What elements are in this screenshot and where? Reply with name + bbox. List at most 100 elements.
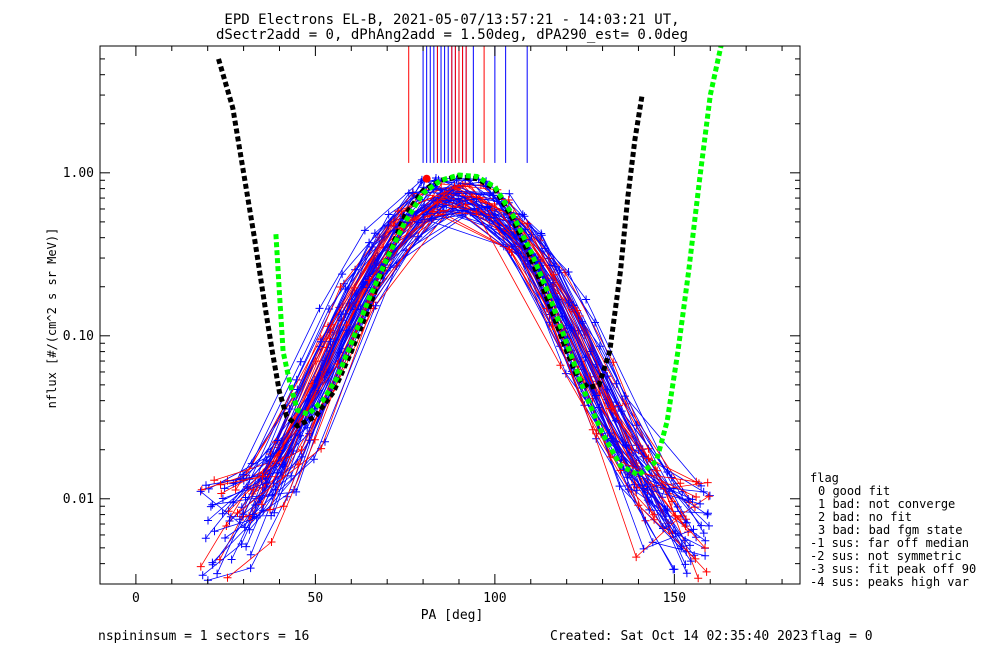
data-point — [220, 484, 229, 493]
data-point — [196, 562, 205, 571]
data-point — [321, 437, 329, 446]
data-point — [606, 452, 615, 461]
sector-trace — [232, 204, 694, 550]
data-point — [360, 226, 369, 235]
x-tick-label: 150 — [663, 591, 686, 606]
data-point — [240, 523, 249, 532]
data-point — [681, 560, 690, 569]
data-point — [703, 478, 712, 487]
data-point — [691, 554, 700, 563]
data-point — [325, 334, 334, 343]
data-point — [578, 319, 587, 328]
data-point — [338, 270, 347, 279]
data-point — [296, 357, 305, 366]
sector-trace — [221, 210, 706, 549]
data-point — [247, 459, 256, 468]
data-point — [249, 485, 258, 494]
data-point — [285, 405, 294, 413]
data-point — [609, 358, 618, 367]
sector-trace — [250, 179, 704, 555]
data-point — [248, 510, 257, 519]
data-point — [591, 318, 599, 327]
y-tick-label: 0.01 — [63, 492, 94, 507]
data-point — [702, 567, 711, 576]
data-point — [677, 542, 686, 551]
data-point — [520, 212, 529, 221]
data-point — [564, 268, 573, 276]
x-tick-label: 50 — [308, 591, 324, 606]
data-point — [676, 479, 685, 488]
data-point — [686, 557, 695, 566]
data-point — [561, 268, 570, 277]
data-point — [342, 321, 351, 329]
data-point — [213, 569, 222, 578]
data-point — [704, 492, 713, 501]
data-point — [588, 425, 597, 434]
data-point — [262, 479, 271, 487]
data-point — [705, 521, 713, 530]
data-point — [694, 574, 703, 583]
data-point — [210, 476, 219, 485]
sector-trace — [227, 182, 689, 533]
data-point — [297, 452, 306, 461]
data-point — [582, 295, 591, 304]
data-point — [523, 219, 532, 228]
data-point — [615, 482, 624, 491]
legend-item: 0 good fit — [818, 484, 890, 498]
sector-trace — [205, 205, 667, 510]
data-point — [603, 385, 612, 394]
data-point — [692, 493, 701, 501]
x-tick-label: 0 — [132, 591, 140, 606]
data-point — [689, 525, 698, 534]
data-point — [703, 510, 712, 519]
data-point — [436, 206, 445, 215]
data-point — [608, 404, 616, 413]
data-point — [202, 481, 210, 490]
axes: 0 50 100 150 0.01 0.10 1.00 — [63, 45, 801, 606]
data-point — [458, 210, 466, 219]
sector-trace — [242, 183, 700, 518]
data-point — [196, 487, 205, 496]
data-point — [499, 242, 508, 251]
legend-item: -1 sus: far off median — [810, 536, 969, 550]
data-point — [644, 454, 653, 463]
data-point — [231, 486, 240, 494]
y-tick-label: 1.00 — [63, 166, 94, 181]
peak-marker — [422, 174, 431, 183]
legend-item: 1 bad: not converge — [818, 497, 955, 511]
chart-title: EPD Electrons EL-B, 2021-05-07/13:57:21 … — [224, 12, 679, 28]
data-point — [309, 455, 318, 464]
data-point — [701, 543, 709, 552]
data-point — [564, 298, 573, 307]
data-point — [397, 207, 406, 216]
data-point — [681, 536, 690, 545]
data-point — [218, 494, 227, 503]
sector-trace — [219, 191, 707, 573]
data-point — [472, 208, 481, 217]
data-point — [257, 500, 266, 509]
data-point — [686, 541, 694, 550]
data-point — [217, 489, 226, 498]
data-point — [561, 369, 570, 378]
data-point — [316, 337, 325, 346]
data-point — [242, 542, 251, 551]
data-point — [404, 189, 413, 198]
data-point — [367, 243, 376, 251]
footer-spin-info: nspininsum = 1 sectors = 16 — [98, 629, 309, 644]
legend-item: 3 bad: bad fgm state — [818, 523, 963, 537]
data-point — [310, 435, 319, 444]
sector-trace — [220, 186, 673, 502]
data-point — [632, 486, 641, 495]
data-point — [417, 178, 426, 186]
data-point — [245, 525, 254, 534]
data-point — [268, 491, 277, 500]
data-point — [549, 270, 558, 279]
x-axis-label: PA [deg] — [421, 608, 484, 623]
data-point — [198, 571, 207, 580]
data-point — [221, 534, 230, 542]
data-point — [384, 210, 393, 219]
data-point — [246, 564, 255, 573]
plot-frame — [99, 45, 801, 585]
y-tick-label: 0.10 — [63, 329, 94, 344]
y-axis-label: nflux [#/(cm^2 s sr MeV)] — [45, 228, 59, 409]
